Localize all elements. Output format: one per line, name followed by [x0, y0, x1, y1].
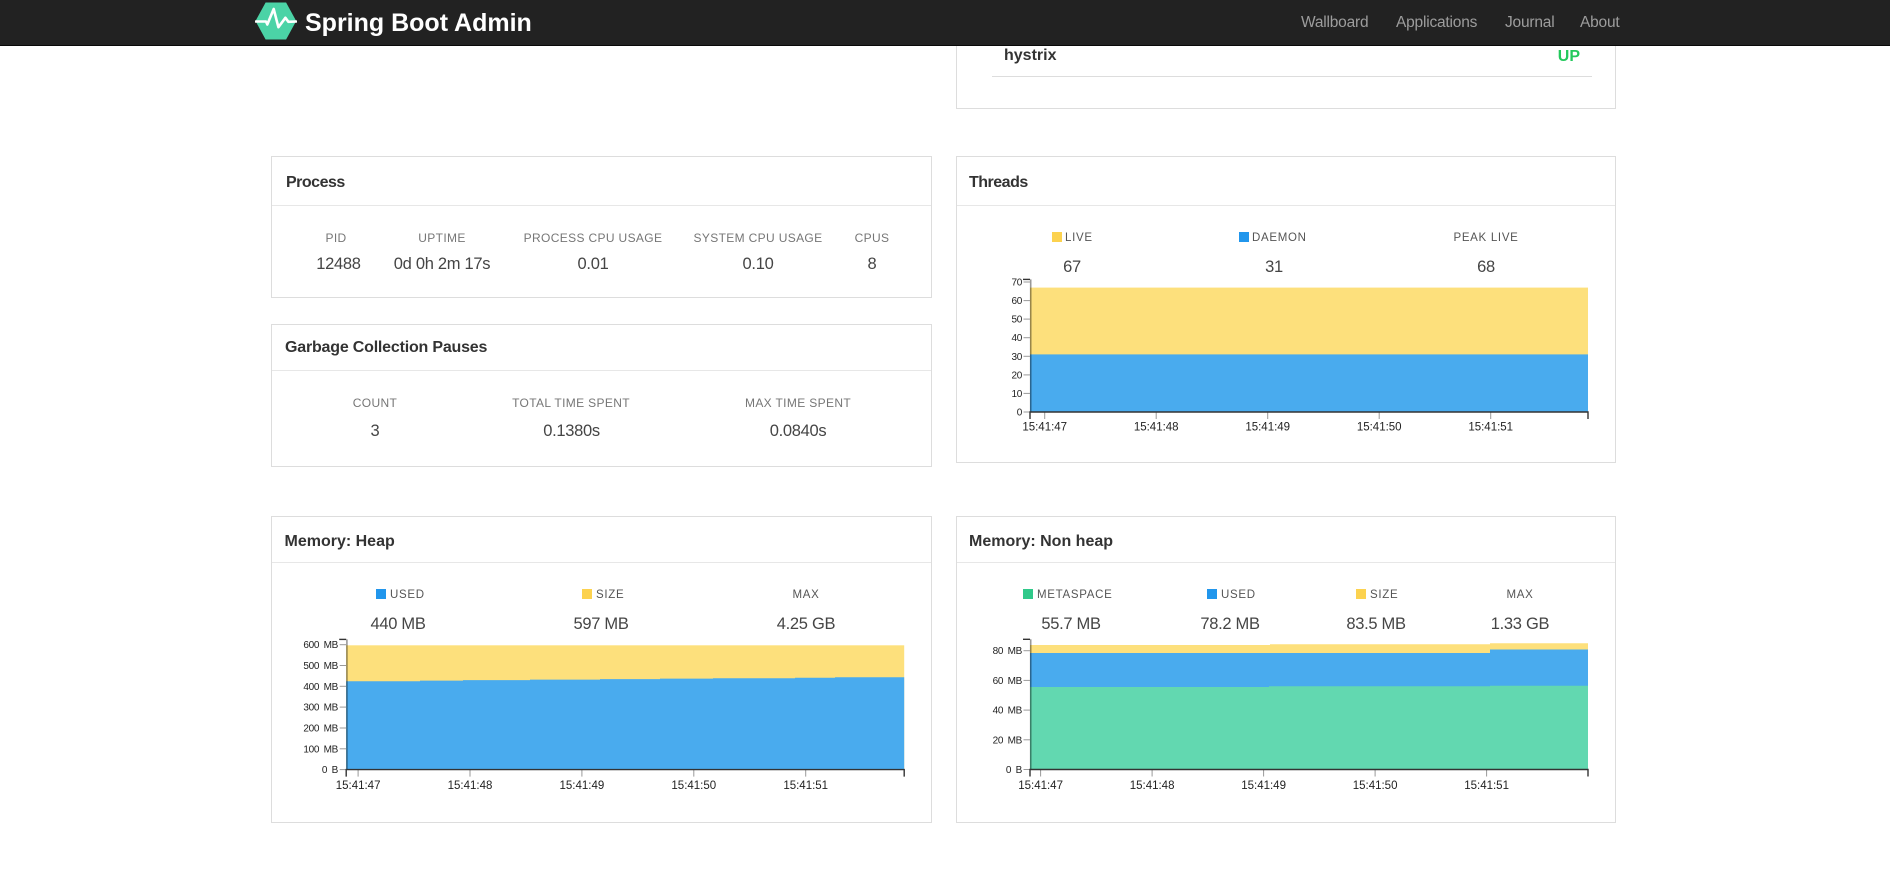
svg-text:300 MB: 300 MB — [303, 703, 338, 714]
svg-text:15:41:48: 15:41:48 — [1130, 780, 1175, 792]
svg-text:15:41:48: 15:41:48 — [1134, 422, 1179, 434]
svg-text:10: 10 — [1011, 389, 1022, 400]
svg-text:60: 60 — [1011, 296, 1022, 307]
svg-text:60 MB: 60 MB — [993, 676, 1023, 687]
svg-text:20: 20 — [1011, 370, 1022, 381]
svg-text:15:41:47: 15:41:47 — [336, 780, 381, 792]
svg-text:15:41:50: 15:41:50 — [1357, 422, 1402, 434]
svg-text:15:41:51: 15:41:51 — [1468, 422, 1513, 434]
svg-text:40 MB: 40 MB — [993, 706, 1023, 717]
svg-text:15:41:47: 15:41:47 — [1022, 422, 1067, 434]
svg-text:100 MB: 100 MB — [303, 744, 338, 755]
svg-text:80 MB: 80 MB — [993, 646, 1023, 657]
svg-text:15:41:51: 15:41:51 — [783, 780, 828, 792]
svg-text:15:41:47: 15:41:47 — [1018, 780, 1063, 792]
svg-text:15:41:49: 15:41:49 — [560, 780, 605, 792]
svg-text:500 MB: 500 MB — [303, 661, 338, 672]
svg-text:15:41:49: 15:41:49 — [1241, 780, 1286, 792]
svg-text:15:41:48: 15:41:48 — [448, 780, 493, 792]
svg-text:15:41:50: 15:41:50 — [671, 780, 716, 792]
svg-text:200 MB: 200 MB — [303, 724, 338, 735]
svg-text:20 MB: 20 MB — [993, 735, 1023, 746]
svg-text:50: 50 — [1011, 315, 1022, 326]
svg-text:70: 70 — [1011, 278, 1022, 289]
svg-text:600 MB: 600 MB — [303, 640, 338, 651]
svg-text:0: 0 — [1017, 408, 1023, 419]
svg-text:0 B: 0 B — [1006, 765, 1023, 776]
svg-text:15:41:50: 15:41:50 — [1353, 780, 1398, 792]
svg-text:15:41:51: 15:41:51 — [1464, 780, 1509, 792]
svg-text:40: 40 — [1011, 333, 1022, 344]
svg-text:30: 30 — [1011, 352, 1022, 363]
svg-text:400 MB: 400 MB — [303, 682, 338, 693]
svg-text:0 B: 0 B — [322, 765, 339, 776]
svg-text:15:41:49: 15:41:49 — [1245, 422, 1290, 434]
